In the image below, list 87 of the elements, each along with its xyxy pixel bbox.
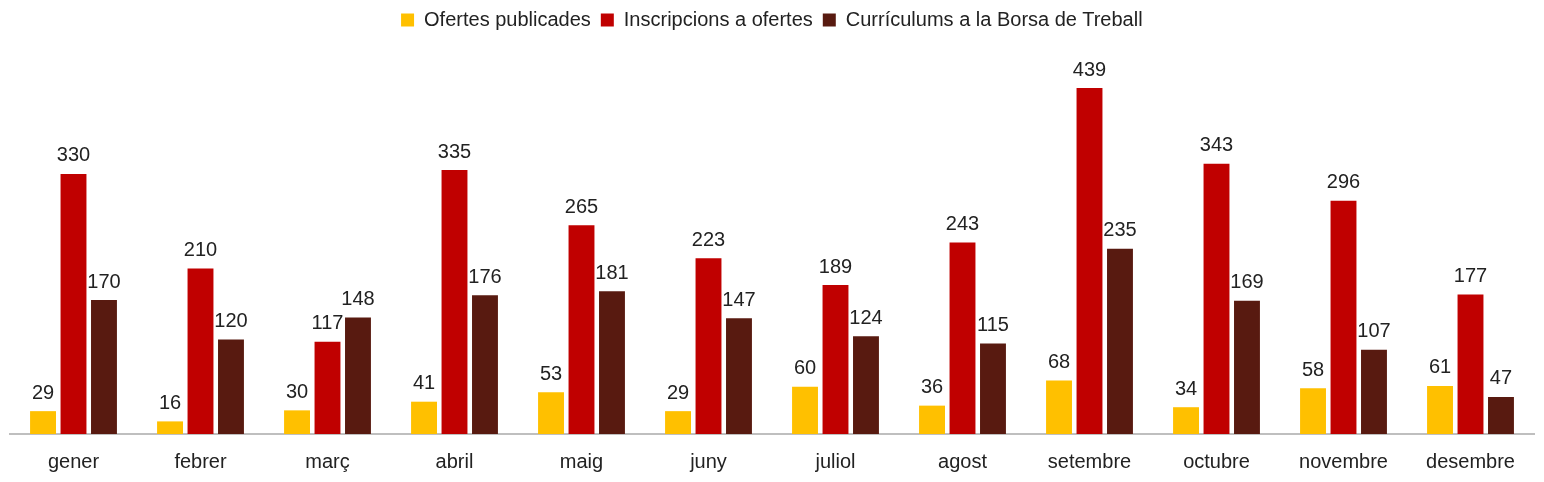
data-label: 181 [595,260,629,283]
bar [1173,407,1199,434]
bar [853,336,879,434]
legend-label: Currículums a la Borsa de Treball [845,7,1143,30]
bar [60,173,87,434]
x-tick-label: novembre [1299,449,1388,472]
bar [1234,300,1260,434]
bar [949,242,976,434]
x-tick-label: febrer [174,449,227,472]
data-label: 330 [56,143,91,166]
data-label: 29 [666,380,690,403]
bar [91,300,117,434]
data-label: 124 [849,305,883,328]
bar [822,285,849,434]
x-tick-label: gener [47,449,100,472]
bar [411,401,437,434]
bar [218,339,244,434]
bar [1361,349,1387,434]
data-label: 210 [183,238,218,261]
bar [345,317,371,434]
bar [1107,248,1133,434]
data-label: 120 [214,308,248,331]
x-tick-label: abril [435,449,474,472]
data-label: 36 [920,375,944,398]
data-label: 53 [539,361,563,384]
bar [665,411,691,434]
bar [1300,388,1326,434]
data-label: 243 [945,212,980,235]
bar [284,410,310,434]
bar [980,343,1006,434]
x-tick-label: desembre [1426,449,1515,472]
bar [441,170,468,434]
bar [599,291,625,434]
x-tick-label: setembre [1047,449,1132,472]
data-label: 41 [412,371,436,394]
data-label: 189 [818,254,853,277]
bar [1203,163,1230,434]
bar [30,411,56,434]
data-label: 223 [691,227,726,250]
data-label: 47 [1489,366,1513,389]
data-label: 29 [31,380,55,403]
bar [919,405,945,434]
data-label: 235 [1103,218,1137,241]
data-label: 117 [311,311,344,334]
bar [792,386,818,434]
x-tick-label: març [305,449,350,472]
bar [538,392,564,434]
data-label: 61 [1428,355,1452,378]
bar [157,421,183,434]
data-label: 335 [437,139,472,162]
bar [187,268,214,434]
x-tick-label: juny [689,449,727,472]
bar [1046,380,1072,434]
data-label: 68 [1047,349,1071,372]
data-label: 58 [1301,357,1325,380]
data-label: 265 [564,194,599,217]
x-tick-label: octubre [1183,449,1250,472]
data-label: 30 [285,379,309,402]
data-label: 176 [468,264,502,287]
data-label: 343 [1199,133,1234,156]
data-label: 115 [977,312,1009,335]
data-label: 34 [1174,376,1198,399]
legend-label: Ofertes publicades [424,7,591,30]
bar [695,258,722,434]
bar [1457,294,1484,434]
data-label: 148 [341,286,375,309]
data-label: 147 [722,287,756,310]
x-tick-label: juliol [814,449,856,472]
bar [1076,88,1103,434]
bar [472,295,498,434]
data-label: 170 [87,269,121,292]
data-label: 177 [1453,264,1488,287]
bar [568,225,595,434]
x-tick-label: agost [938,449,988,472]
data-label: 296 [1326,170,1361,193]
bar [1488,396,1514,434]
bar [1427,385,1453,434]
bar [726,318,752,434]
x-tick-label: maig [559,449,604,472]
bar [314,341,341,434]
data-label: 439 [1072,57,1107,80]
data-label: 60 [793,356,817,379]
data-label: 16 [158,390,182,413]
data-label: 169 [1230,270,1264,293]
legend-label: Inscripcions a ofertes [623,7,813,30]
data-label: 107 [1357,319,1391,342]
bar [1330,200,1357,434]
